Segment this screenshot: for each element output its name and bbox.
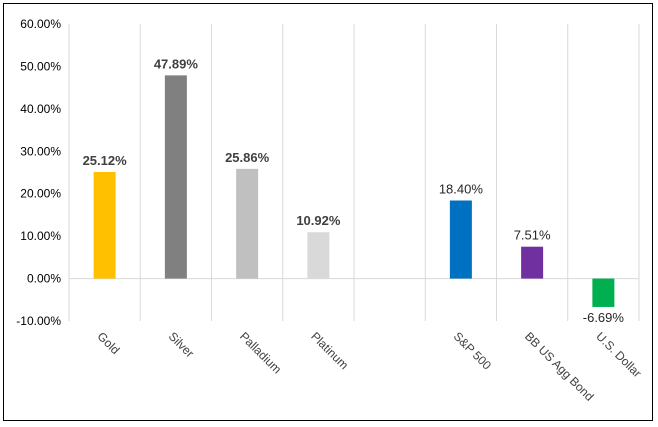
bar-chart: -10.00% 0.00% 10.00% 20.00% 30.00% 40.00% 50.0… bbox=[16, 17, 644, 404]
y-tick-label: 0.00% bbox=[27, 272, 61, 286]
data-label: 25.12% bbox=[83, 153, 128, 168]
x-tick-label: U.S. Dollar bbox=[593, 329, 644, 380]
y-tick-label: 40.00% bbox=[20, 102, 61, 116]
bar bbox=[449, 200, 472, 279]
x-tick-label: Gold bbox=[95, 329, 123, 357]
bar bbox=[93, 171, 116, 279]
bar bbox=[236, 168, 259, 279]
x-tick-label: BB US Agg Bond bbox=[522, 329, 597, 404]
data-label: 47.89% bbox=[154, 56, 199, 71]
y-tick-label: 10.00% bbox=[20, 229, 61, 243]
data-label: 10.92% bbox=[296, 213, 341, 228]
bar bbox=[307, 232, 330, 279]
bar bbox=[521, 246, 544, 279]
x-tick-label: S&P 500 bbox=[451, 329, 494, 372]
x-tick-label: Silver bbox=[166, 329, 197, 360]
y-tick-label: -10.00% bbox=[16, 314, 61, 328]
data-label: -6.69% bbox=[583, 310, 625, 325]
y-tick-label: 60.00% bbox=[20, 17, 61, 31]
y-tick-label: 20.00% bbox=[20, 187, 61, 201]
chart-frame: -10.00% 0.00% 10.00% 20.00% 30.00% 40.00% 50.0… bbox=[3, 3, 653, 421]
y-tick-label: 30.00% bbox=[20, 144, 61, 158]
data-label: 25.86% bbox=[225, 150, 270, 165]
x-tick-label: Palladium bbox=[237, 329, 284, 376]
x-tick-label: Platinum bbox=[308, 329, 351, 372]
data-label: 18.40% bbox=[439, 182, 484, 197]
y-tick-label: 50.00% bbox=[20, 59, 61, 73]
data-label: 7.51% bbox=[514, 228, 551, 243]
bar bbox=[592, 278, 615, 307]
bar bbox=[164, 75, 187, 279]
